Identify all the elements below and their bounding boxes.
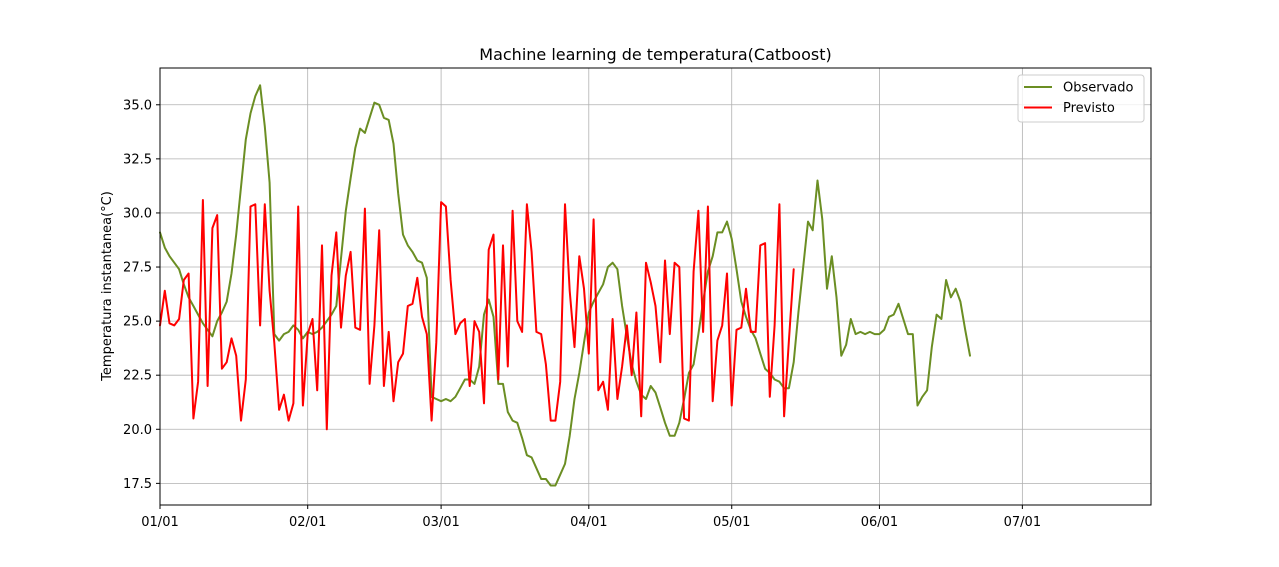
- y-tick-label: 20.0: [123, 423, 152, 438]
- y-tick-label: 27.5: [123, 261, 152, 276]
- x-tick-label: 03/01: [422, 515, 459, 530]
- y-tick-label: 35.0: [123, 98, 152, 113]
- grid-lines: [159, 68, 1151, 505]
- x-tick-label: 01/01: [141, 515, 178, 530]
- y-tick-label: 30.0: [123, 206, 152, 221]
- series-group: [159, 84, 971, 487]
- y-tick-label: 22.5: [123, 369, 152, 384]
- y-ticks: 17.5 20.0 22.5 25.0 27.5 30.0 32.5 35.0: [123, 98, 160, 492]
- series-line-observado: [159, 84, 971, 487]
- series-line-previsto: [159, 199, 795, 431]
- x-tick-label: 02/01: [289, 515, 326, 530]
- y-tick-label: 25.0: [123, 315, 152, 330]
- y-tick-label: 17.5: [123, 477, 152, 492]
- legend-label-previsto: Previsto: [1063, 101, 1115, 116]
- x-tick-label: 04/01: [570, 515, 607, 530]
- chart-title: Machine learning de temperatura(Catboost…: [479, 45, 831, 64]
- legend: Observado Previsto: [1017, 74, 1145, 123]
- y-axis-label: Temperatura instantanea(°C): [100, 191, 115, 382]
- x-ticks: 01/01 02/01 03/01 04/01 05/01 06/01 07/01: [141, 505, 1041, 530]
- y-tick-label: 32.5: [123, 152, 152, 167]
- x-tick-label: 05/01: [713, 515, 750, 530]
- x-tick-label: 06/01: [861, 515, 898, 530]
- x-tick-label: 07/01: [1004, 515, 1041, 530]
- plot-frame: [159, 67, 1152, 506]
- legend-label-observado: Observado: [1063, 81, 1134, 96]
